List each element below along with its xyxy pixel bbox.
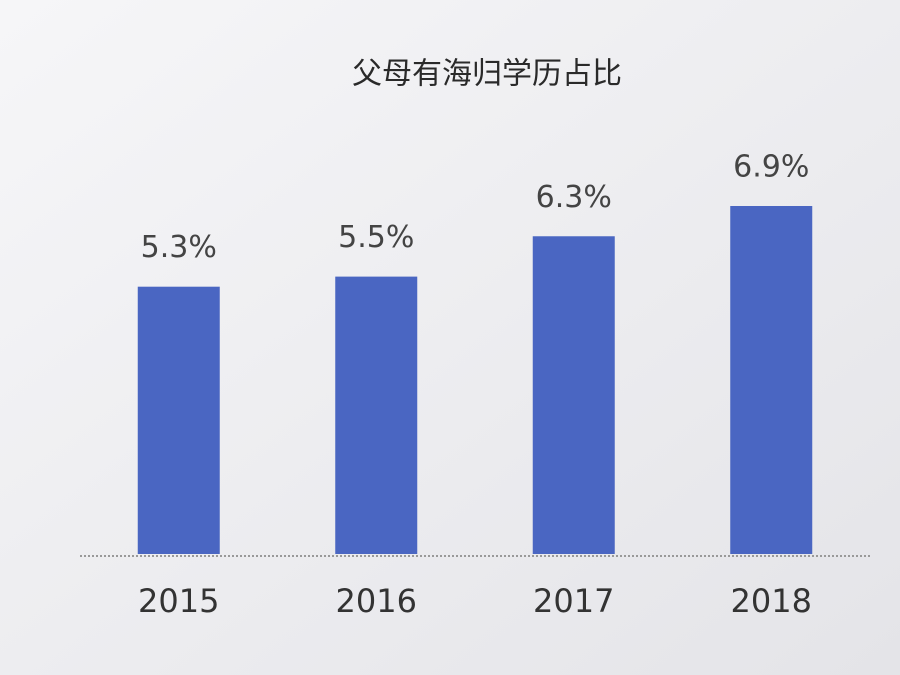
x-tick-label: 2015 (138, 582, 219, 620)
bar (335, 276, 418, 554)
x-tick-label: 2017 (533, 582, 614, 620)
value-label: 6.3% (536, 180, 612, 215)
value-label: 6.9% (733, 150, 809, 185)
x-tick-label: 2016 (336, 582, 417, 620)
x-tick-label: 2018 (731, 582, 812, 620)
bar (532, 236, 615, 554)
bar (137, 286, 220, 554)
bar (730, 206, 813, 554)
value-label: 5.5% (338, 220, 414, 255)
chart-title: 父母有海归学历占比 (352, 57, 622, 92)
value-label: 5.3% (141, 230, 217, 265)
